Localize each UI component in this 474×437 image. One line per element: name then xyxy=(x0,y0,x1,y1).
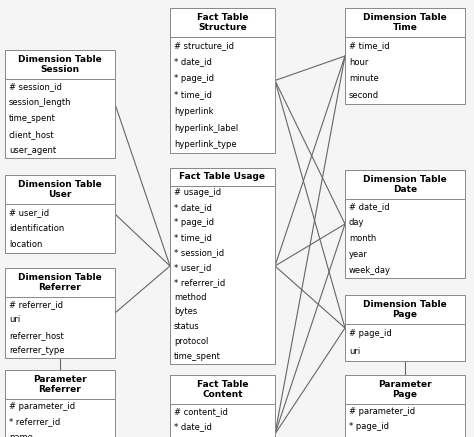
Text: uri: uri xyxy=(349,347,360,356)
Text: Dimension Table
User: Dimension Table User xyxy=(18,180,102,199)
Text: hyperlink_type: hyperlink_type xyxy=(174,140,237,149)
Text: * page_id: * page_id xyxy=(349,423,389,431)
Text: hyperlink_label: hyperlink_label xyxy=(174,124,238,133)
Text: * referrer_id: * referrer_id xyxy=(174,277,225,287)
Bar xyxy=(170,168,275,364)
Text: * session_id: * session_id xyxy=(174,248,224,257)
Text: # parameter_id: # parameter_id xyxy=(9,402,75,411)
Bar xyxy=(5,175,115,253)
Text: # usage_id: # usage_id xyxy=(174,188,221,198)
Text: uri: uri xyxy=(9,316,20,324)
Text: status: status xyxy=(174,323,200,331)
Bar xyxy=(345,295,465,361)
Text: Dimension Table
Page: Dimension Table Page xyxy=(363,300,447,319)
Text: Dimension Table
Session: Dimension Table Session xyxy=(18,55,102,74)
Text: # date_id: # date_id xyxy=(349,202,390,212)
Text: identification: identification xyxy=(9,224,64,233)
Text: # user_id: # user_id xyxy=(9,208,49,217)
Text: Fact Table
Structure: Fact Table Structure xyxy=(197,13,248,32)
Text: # parameter_id: # parameter_id xyxy=(349,407,415,416)
Text: # content_id: # content_id xyxy=(174,407,228,416)
Text: Dimension Table
Referrer: Dimension Table Referrer xyxy=(18,273,102,292)
Text: location: location xyxy=(9,240,42,250)
Text: second: second xyxy=(349,91,379,100)
Text: name: name xyxy=(9,433,33,437)
Bar xyxy=(5,50,115,158)
Text: Fact Table
Content: Fact Table Content xyxy=(197,380,248,399)
Text: Fact Table Usage: Fact Table Usage xyxy=(180,172,265,181)
Text: # session_id: # session_id xyxy=(9,83,62,91)
Text: * referrer_id: * referrer_id xyxy=(9,417,60,427)
Text: day: day xyxy=(349,218,365,227)
Text: minute: minute xyxy=(349,74,379,83)
Text: month: month xyxy=(349,234,376,243)
Text: * date_id: * date_id xyxy=(174,203,212,212)
Bar xyxy=(170,375,275,437)
Bar xyxy=(345,170,465,278)
Text: * page_id: * page_id xyxy=(174,218,214,227)
Text: # structure_id: # structure_id xyxy=(174,41,234,50)
Text: # time_id: # time_id xyxy=(349,41,390,50)
Text: session_length: session_length xyxy=(9,98,72,107)
Text: Dimension Table
Date: Dimension Table Date xyxy=(363,175,447,194)
Text: * date_id: * date_id xyxy=(174,57,212,66)
Text: user_agent: user_agent xyxy=(9,146,56,155)
Bar xyxy=(345,8,465,104)
Bar xyxy=(5,268,115,358)
Text: time_spent: time_spent xyxy=(9,114,56,123)
Text: bytes: bytes xyxy=(174,308,197,316)
Text: protocol: protocol xyxy=(174,337,209,346)
Text: * time_id: * time_id xyxy=(174,90,212,100)
Text: time_spent: time_spent xyxy=(174,352,221,361)
Text: referrer_host: referrer_host xyxy=(9,331,64,340)
Text: hour: hour xyxy=(349,58,368,66)
Text: referrer_type: referrer_type xyxy=(9,346,64,355)
Bar xyxy=(345,375,465,437)
Text: # referrer_id: # referrer_id xyxy=(9,300,63,309)
Bar xyxy=(5,370,115,437)
Text: * user_id: * user_id xyxy=(174,263,211,272)
Text: Parameter
Page: Parameter Page xyxy=(378,380,432,399)
Text: * page_id: * page_id xyxy=(174,74,214,83)
Text: # page_id: # page_id xyxy=(349,329,392,338)
Text: Parameter
Referrer: Parameter Referrer xyxy=(33,375,87,394)
Text: * time_id: * time_id xyxy=(174,233,212,242)
Text: year: year xyxy=(349,250,368,259)
Text: hyperlink: hyperlink xyxy=(174,107,213,116)
Text: week_day: week_day xyxy=(349,266,391,274)
Text: method: method xyxy=(174,292,207,302)
Bar xyxy=(170,8,275,153)
Text: Dimension Table
Time: Dimension Table Time xyxy=(363,13,447,32)
Text: client_host: client_host xyxy=(9,130,55,139)
Text: * date_id: * date_id xyxy=(174,422,212,431)
